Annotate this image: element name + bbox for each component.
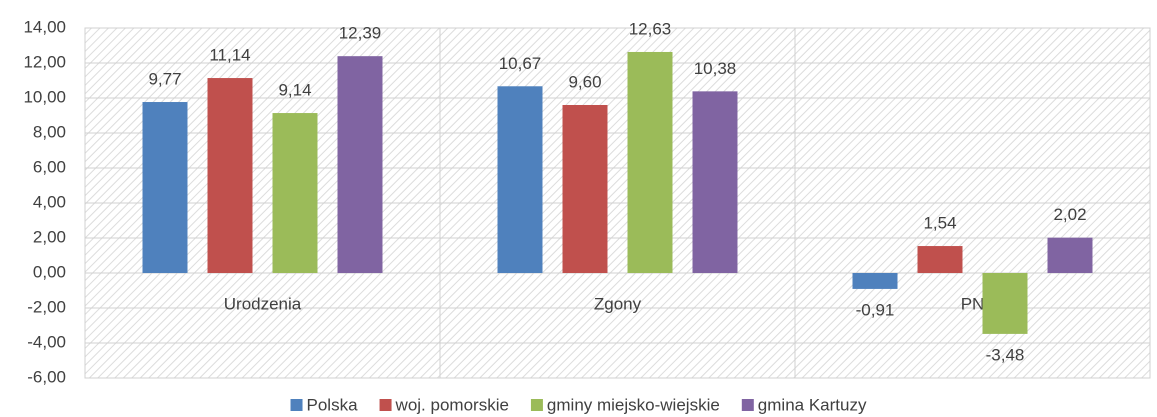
legend-swatch xyxy=(379,399,392,411)
bar xyxy=(1047,237,1093,273)
legend-label: Polska xyxy=(307,395,359,414)
bar xyxy=(627,51,673,273)
legend-swatch xyxy=(290,399,303,411)
bar xyxy=(337,56,383,273)
data-label: 2,02 xyxy=(1053,205,1086,224)
y-tick-label: 2,00 xyxy=(33,227,66,246)
y-tick-label: 0,00 xyxy=(33,262,66,281)
y-tick-label: 10,00 xyxy=(23,87,66,106)
bar xyxy=(852,273,898,289)
data-label: 9,14 xyxy=(278,81,311,100)
bar xyxy=(562,105,608,273)
x-tick-label: Urodzenia xyxy=(224,294,302,313)
y-tick-label: 8,00 xyxy=(33,122,66,141)
y-tick-label: 4,00 xyxy=(33,192,66,211)
data-label: 10,38 xyxy=(694,59,737,78)
data-label: 1,54 xyxy=(923,214,956,233)
data-label: 10,67 xyxy=(499,54,542,73)
bar xyxy=(692,91,738,273)
y-tick-label: -6,00 xyxy=(27,367,66,386)
data-label: 12,63 xyxy=(629,19,672,38)
bar xyxy=(497,86,543,274)
bar xyxy=(272,113,318,273)
data-label: -0,91 xyxy=(856,300,895,319)
legend-swatch xyxy=(530,399,543,411)
y-tick-label: -4,00 xyxy=(27,332,66,351)
y-tick-label: 12,00 xyxy=(23,52,66,71)
data-label: 9,60 xyxy=(568,72,601,91)
legend-label: gmina Kartuzy xyxy=(758,395,867,414)
bar xyxy=(917,246,963,273)
y-tick-label: 6,00 xyxy=(33,157,66,176)
y-tick-label: 14,00 xyxy=(23,17,66,36)
data-label: 11,14 xyxy=(209,46,250,65)
data-label: 9,77 xyxy=(148,70,181,89)
data-label: 12,39 xyxy=(339,24,382,43)
bar xyxy=(142,102,188,274)
bar xyxy=(207,78,253,273)
legend-label: gminy miejsko-wiejskie xyxy=(547,395,720,414)
legend-swatch xyxy=(741,399,754,411)
y-tick-label: -2,00 xyxy=(27,297,66,316)
bar xyxy=(982,273,1028,334)
data-label: -3,48 xyxy=(986,345,1025,364)
legend-label: woj. pomorskie xyxy=(395,395,509,414)
x-tick-label: PN xyxy=(961,294,985,313)
x-tick-label: Zgony xyxy=(594,294,642,313)
